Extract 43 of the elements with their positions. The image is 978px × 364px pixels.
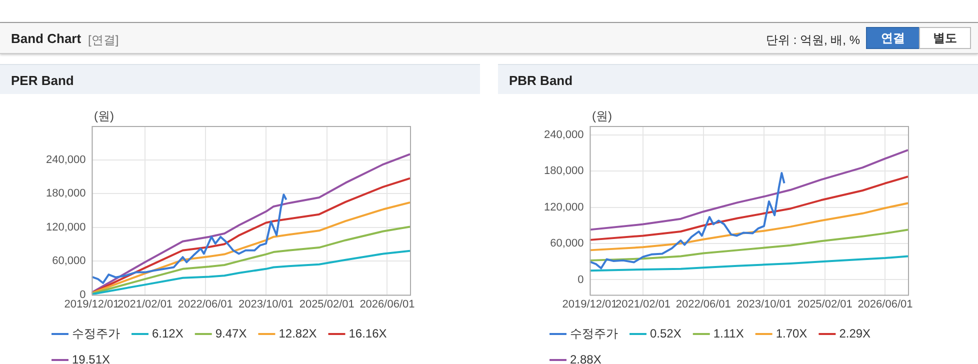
x-tick-label: 2023/10/01 (736, 298, 792, 310)
legend-label: 2.88X (570, 352, 602, 364)
legend-label: 수정주가 (570, 326, 618, 340)
text: 별도 (919, 27, 971, 49)
y-tick-label: 180,000 (544, 165, 584, 178)
x-tick-label: 2021/02/01 (118, 298, 173, 310)
y-tick-label: 120,000 (544, 201, 584, 214)
legend-label: 19.51X (72, 352, 110, 364)
y-tick-label: 60,000 (52, 255, 86, 268)
legend-label: 1.70X (776, 326, 808, 340)
text: Band Chart (11, 31, 82, 46)
chart-title: PBR Band (509, 73, 573, 88)
x-tick-label: 2022/06/01 (178, 298, 233, 310)
text: [연결] (88, 32, 119, 49)
legend-label: 수정주가 (72, 326, 120, 340)
y-axis-title: (원) (592, 108, 612, 125)
legend-label: 2.29X (839, 326, 871, 340)
y-tick-label: 0 (578, 274, 584, 286)
legend-label: 0.52X (650, 326, 682, 340)
x-tick-label: 2022/06/01 (676, 298, 731, 310)
y-tick-label: 0 (80, 288, 86, 301)
y-tick-label: 120,000 (46, 221, 86, 234)
x-tick-label: 2025/02/01 (299, 298, 354, 310)
legend-label: 12.82X (278, 326, 317, 340)
x-tick-label: 2023/10/01 (238, 298, 294, 310)
x-tick-label: 2026/06/01 (858, 298, 913, 310)
x-tick-label: 2026/06/01 (360, 298, 415, 310)
legend-label: 16.16X (348, 326, 387, 340)
y-axis-title: (원) (94, 108, 114, 125)
chart-title: PER Band (11, 73, 74, 88)
x-tick-label: 2025/02/01 (797, 298, 852, 310)
legend-label: 6.12X (152, 326, 184, 340)
x-tick-label: 2021/02/01 (616, 298, 671, 310)
text: 단위 : 억원, 배, % (766, 32, 860, 49)
legend-label: 9.47X (215, 326, 247, 340)
text: 연결 (866, 27, 920, 49)
y-tick-label: 240,000 (46, 154, 86, 166)
legend-label: 1.11X (713, 326, 744, 340)
y-tick-label: 180,000 (46, 188, 86, 200)
x-tick-label: 2019/12/01 (64, 298, 120, 310)
y-tick-label: 240,000 (544, 129, 584, 142)
y-tick-label: 60,000 (550, 238, 584, 250)
x-tick-label: 2019/12/01 (562, 298, 618, 310)
